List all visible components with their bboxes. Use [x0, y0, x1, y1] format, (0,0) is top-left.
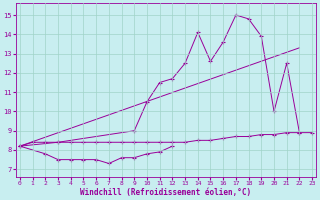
- X-axis label: Windchill (Refroidissement éolien,°C): Windchill (Refroidissement éolien,°C): [80, 188, 252, 197]
